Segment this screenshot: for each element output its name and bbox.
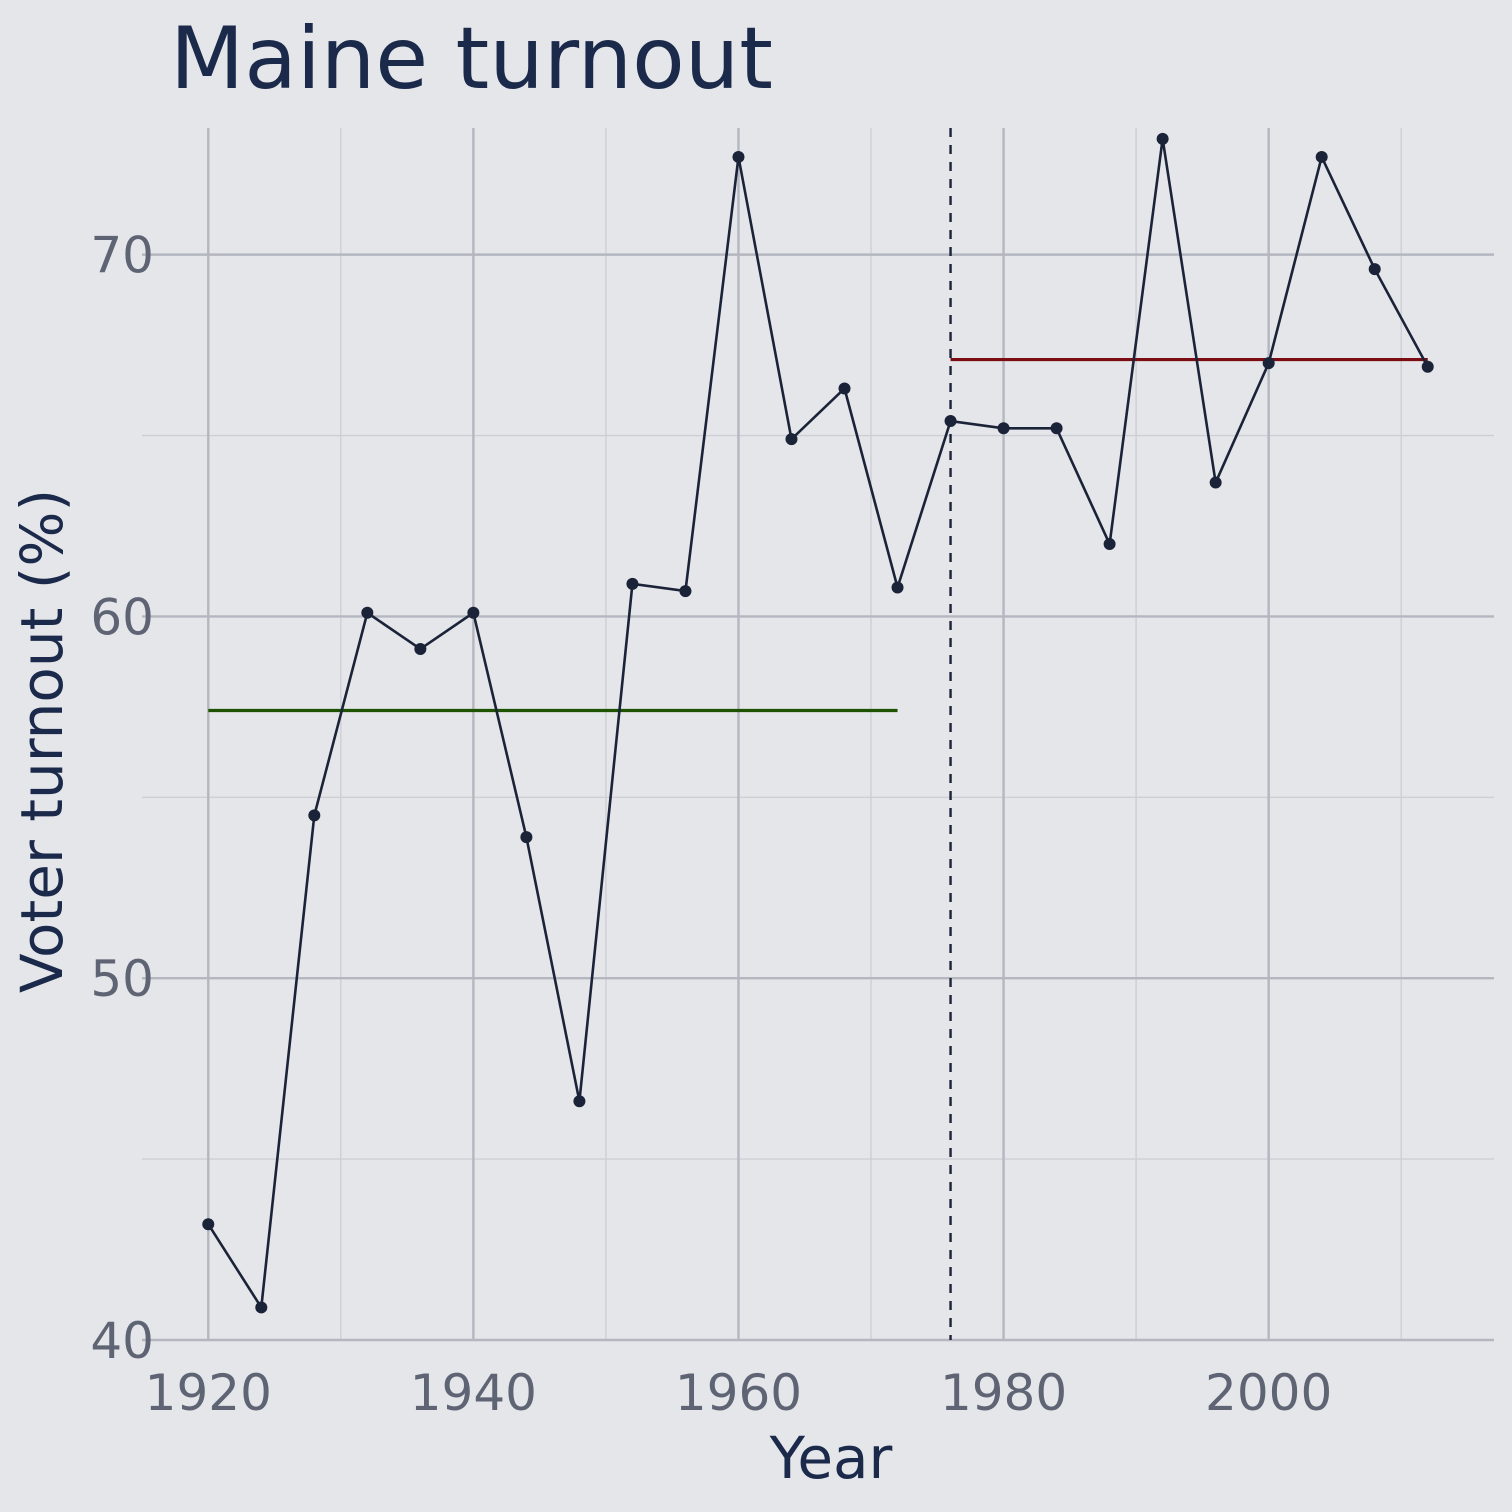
data-point [732, 150, 745, 163]
data-point [308, 809, 321, 822]
data-point [1315, 150, 1328, 163]
data-point [1262, 357, 1275, 370]
y-tick-label: 40 [90, 1312, 154, 1370]
data-point [255, 1301, 268, 1314]
chart-title: Maine turnout [170, 9, 773, 109]
data-point [1421, 360, 1434, 373]
y-axis-label: Voter turnout (%) [8, 489, 76, 993]
x-tick-label: 2000 [1205, 1364, 1332, 1422]
tick-labels: 1920 1940 1960 1980 2000 40 50 60 70 [90, 227, 1332, 1422]
data-point [838, 382, 851, 395]
x-tick-label: 1980 [940, 1364, 1067, 1422]
data-point [997, 422, 1010, 435]
data-point [414, 642, 427, 655]
data-point [944, 415, 957, 428]
grid [142, 128, 1494, 1342]
series-layer [202, 132, 1434, 1314]
data-point [891, 581, 904, 594]
data-point [1368, 263, 1381, 276]
turnout-series-line [207, 138, 1429, 1312]
y-tick-label: 70 [90, 227, 154, 285]
data-point [1156, 132, 1169, 145]
data-point [679, 585, 692, 598]
data-point [520, 831, 533, 844]
data-point [626, 577, 639, 590]
data-point [1209, 476, 1222, 489]
data-point [573, 1095, 586, 1108]
x-tick-label: 1920 [145, 1364, 272, 1422]
data-point [202, 1218, 215, 1231]
reference-lines [208, 128, 1428, 1340]
y-tick-label: 60 [90, 588, 154, 646]
data-point [467, 606, 480, 619]
x-axis-label: Year [769, 1424, 893, 1492]
x-tick-label: 1960 [675, 1364, 802, 1422]
x-tick-label: 1940 [410, 1364, 537, 1422]
y-tick-label: 50 [90, 950, 154, 1008]
data-point [1103, 538, 1116, 551]
data-point [1050, 422, 1063, 435]
data-point [361, 606, 374, 619]
data-point [785, 433, 798, 446]
